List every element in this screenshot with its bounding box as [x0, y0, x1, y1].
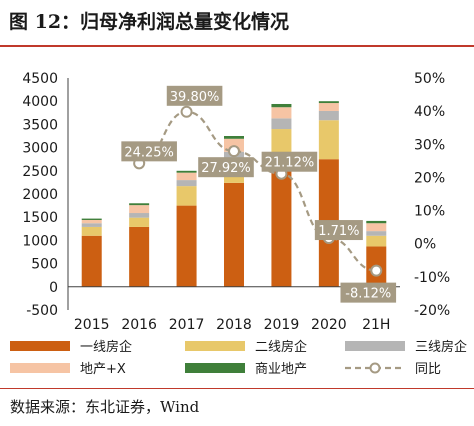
bar-segment	[271, 103, 292, 108]
bar-segment	[271, 107, 292, 119]
left-tick-label: -500	[26, 303, 58, 319]
bar-segment	[318, 103, 339, 111]
left-tick-label: 1500	[22, 210, 58, 226]
left-tick-label: 0	[49, 280, 58, 296]
bar-segment	[176, 172, 197, 181]
bar-segment	[81, 218, 102, 220]
bar-segment	[366, 231, 387, 236]
figure-title: 图 12：归母净利润总量变化情况	[9, 11, 290, 33]
left-tick-label: 1000	[22, 233, 58, 249]
bar-segment	[224, 136, 244, 139]
yoy-label-box	[198, 157, 254, 178]
category-label: 21H	[362, 317, 390, 333]
bar-segment	[129, 203, 150, 206]
legend-swatch	[345, 341, 405, 351]
category-label: 2020	[311, 317, 347, 333]
bar-segment	[318, 101, 339, 104]
bar-segment	[81, 226, 102, 236]
bar-segment	[366, 235, 387, 247]
yoy-line	[138, 110, 377, 272]
legend-swatch	[185, 341, 245, 351]
right-tick-label: 20%	[414, 170, 445, 186]
bar-segment	[129, 213, 150, 218]
footer-divider	[0, 388, 474, 389]
bar-segment	[129, 205, 150, 214]
yoy-data-label: -8.12%	[345, 287, 391, 302]
legend-label: 三线房企	[415, 339, 467, 355]
right-tick-label: -20%	[414, 303, 450, 319]
bar-segment	[366, 223, 387, 232]
legend-swatch	[185, 363, 245, 373]
source-note: 数据来源：东北证券，Wind	[10, 398, 200, 416]
legend-swatch	[10, 341, 70, 351]
left-tick-label: 4500	[22, 71, 58, 87]
bar-segment	[318, 110, 339, 121]
category-label: 2019	[264, 317, 300, 333]
legend-label: 商业地产	[255, 362, 307, 377]
category-label: 2018	[216, 317, 252, 333]
net-profit-chart: 4500 4000 3500 3000 2500 2000 1500 1000 500 0 -500…	[10, 71, 467, 377]
right-axis: 50% 40% 30% 20% 10% 0% -10% -20%	[414, 71, 450, 319]
yoy-label-box	[340, 282, 397, 303]
left-tick-label: 3500	[22, 117, 58, 133]
left-tick-label: 2000	[22, 187, 58, 203]
yoy-point	[228, 145, 240, 158]
right-tick-label: -10%	[414, 270, 450, 286]
legend-swatch	[10, 363, 70, 373]
left-axis: 4500 4000 3500 3000 2500 2000 1500 1000 500 0 -500	[22, 71, 69, 319]
legend-label: 二线房企	[255, 339, 307, 355]
yoy-data-label: 27.92%	[201, 161, 251, 176]
yoy-label-box	[166, 85, 223, 106]
left-tick-label: 2500	[22, 164, 58, 180]
bar-segment	[176, 186, 197, 206]
bar-segment	[129, 226, 150, 287]
bar-segment	[271, 118, 292, 130]
title-divider	[0, 45, 474, 47]
left-tick-label: 500	[31, 257, 58, 273]
right-tick-label: 0%	[414, 237, 436, 253]
category-label: 2016	[121, 317, 157, 333]
category-label: 2015	[74, 317, 110, 333]
bar-segment	[176, 180, 197, 187]
right-tick-label: 50%	[414, 71, 445, 87]
legend-label: 同比	[415, 362, 441, 377]
bar-segment	[271, 165, 292, 287]
category-label: 2017	[169, 317, 205, 333]
yoy-data-labels: 24.25% 39.80% 27.92% 21.12% 1.71% -8.12%	[121, 85, 397, 303]
bar-segment	[81, 235, 102, 287]
yoy-data-label: 1.71%	[318, 224, 359, 239]
yoy-label-box	[121, 141, 177, 162]
yoy-point	[180, 105, 193, 118]
bar-segment	[176, 170, 197, 173]
bar-segment	[224, 182, 244, 287]
bar-segment	[81, 223, 102, 227]
yoy-line-series	[133, 105, 383, 277]
yoy-label-box	[314, 220, 363, 241]
bar-segment	[176, 205, 197, 287]
yoy-point	[370, 264, 383, 277]
left-tick-label: 3000	[22, 141, 58, 157]
right-tick-label: 10%	[414, 204, 445, 220]
legend-label: 一线房企	[80, 339, 132, 355]
bar-segment	[366, 220, 387, 224]
legend-swatch-point	[369, 362, 381, 374]
bar-segment	[318, 120, 339, 160]
right-tick-label: 30%	[414, 137, 445, 153]
bar-segment	[129, 217, 150, 227]
yoy-data-label: 39.80%	[170, 90, 220, 105]
yoy-data-label: 24.25%	[124, 145, 174, 160]
right-tick-label: 40%	[414, 104, 445, 120]
left-tick-label: 4000	[22, 94, 58, 110]
legend-label: 地产+X	[80, 362, 126, 377]
bar-segment	[81, 219, 102, 224]
yoy-data-label: 21.12%	[265, 156, 315, 171]
bar-series	[81, 101, 387, 287]
yoy-label-box	[261, 151, 318, 172]
